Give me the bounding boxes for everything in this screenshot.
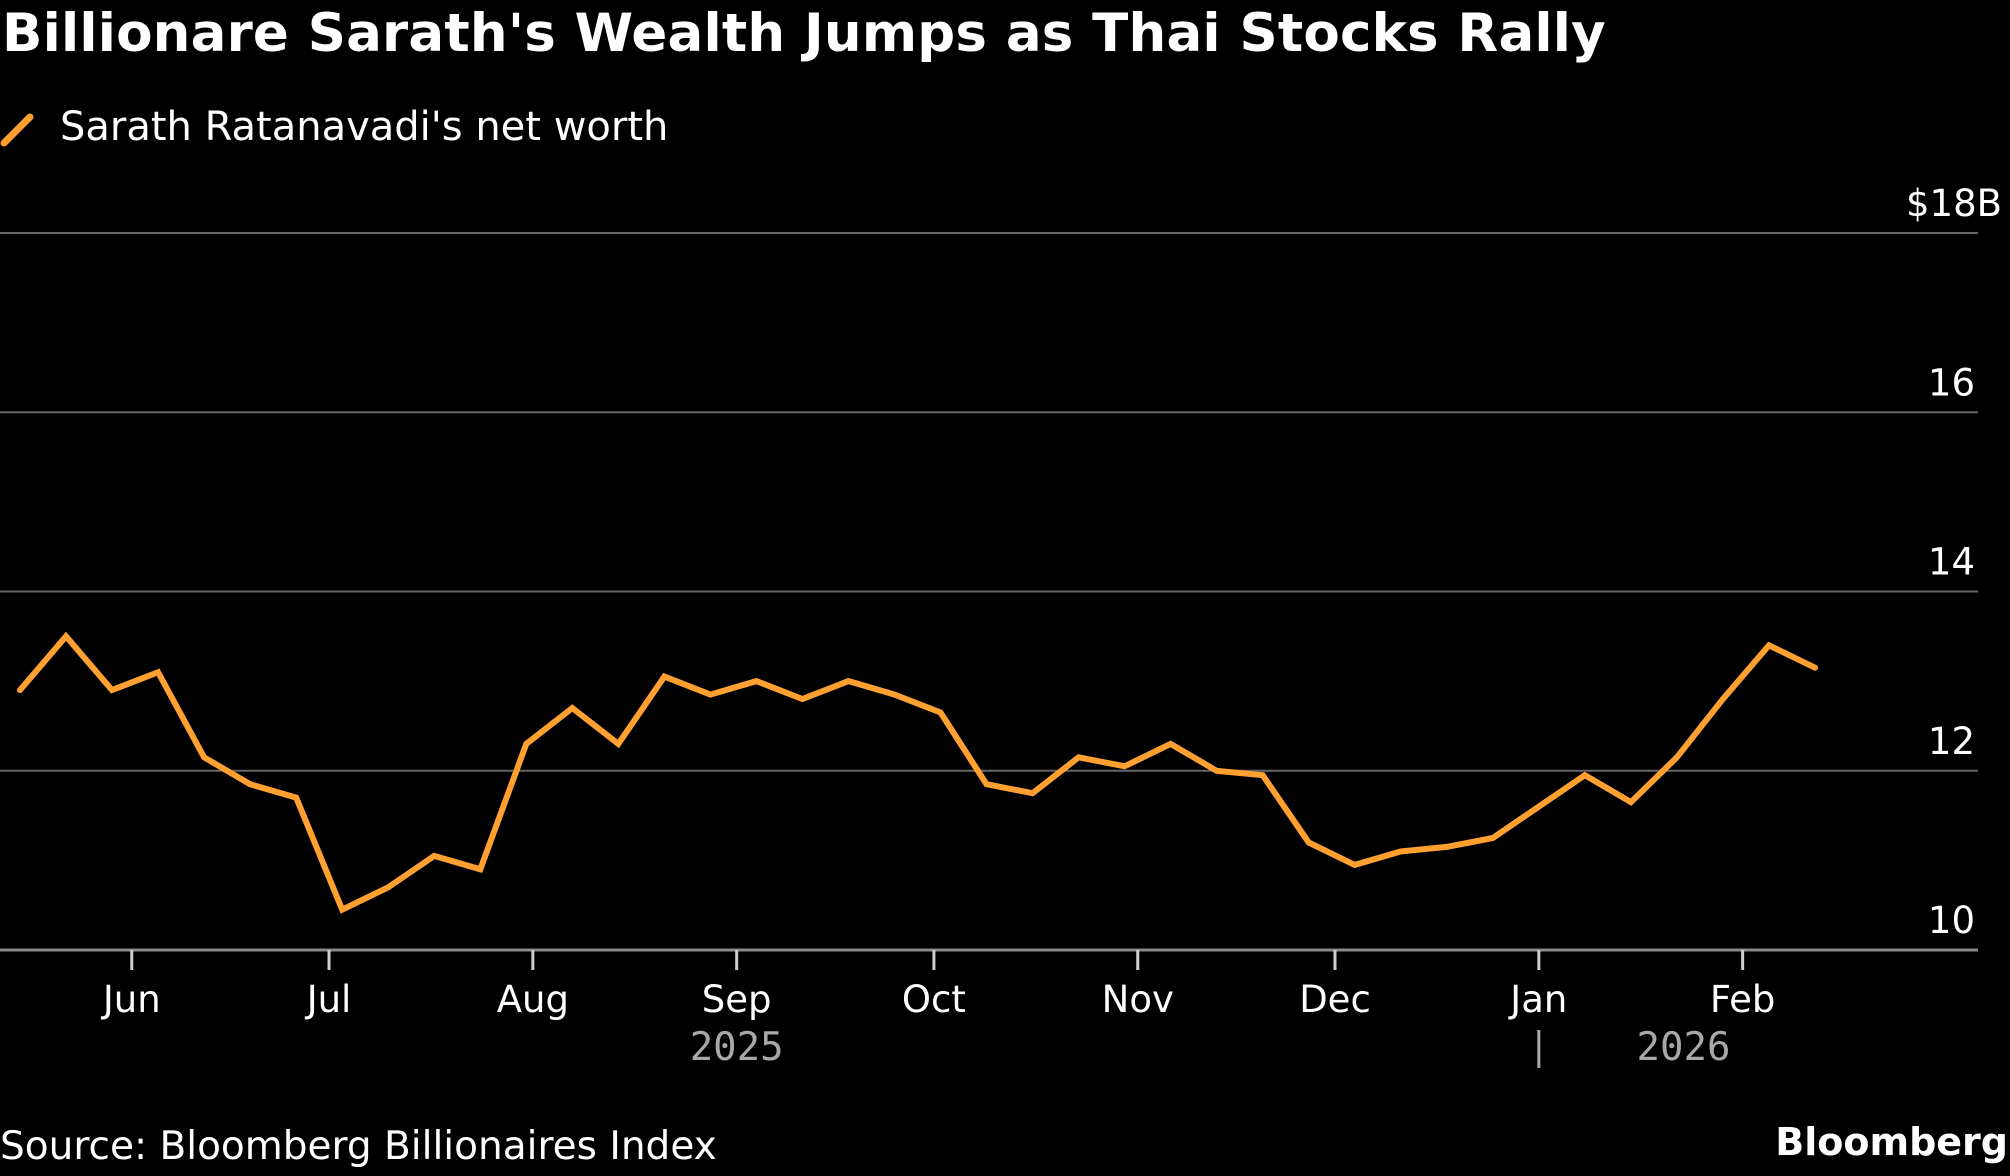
legend-label: Sarath Ratanavadi's net worth xyxy=(60,104,669,150)
legend: Sarath Ratanavadi's net worth xyxy=(0,100,668,154)
x-tick-label: Aug xyxy=(497,978,569,1021)
y-tick-label: 16 xyxy=(1928,361,1975,404)
x-tick-label: Jun xyxy=(101,978,161,1021)
y-tick-label: 10 xyxy=(1928,899,1975,942)
y-axis-tick-labels: $18B 16 14 12 10 xyxy=(1906,182,2002,942)
x-tick-label: Nov xyxy=(1102,978,1174,1021)
x-axis: Jun Jul Aug Sep Oct Nov Dec Jan Feb 2025 2026 xyxy=(101,950,1776,1070)
legend-line-icon xyxy=(0,113,34,147)
bloomberg-logo: Bloomberg xyxy=(1775,1120,2008,1164)
x-tick-label: Oct xyxy=(902,978,966,1021)
series-line-net-worth xyxy=(17,631,1818,914)
year-label: 2025 xyxy=(690,1025,784,1070)
y-tick-label: 14 xyxy=(1928,541,1975,584)
x-tick-label: Dec xyxy=(1299,978,1371,1021)
x-tick-label: Sep xyxy=(702,978,772,1021)
y-tick-label: 12 xyxy=(1928,720,1975,763)
gridlines xyxy=(0,232,1978,952)
y-tick-label: $18B xyxy=(1906,182,2002,225)
series-layer xyxy=(17,631,1818,914)
x-tick-label: Jul xyxy=(305,978,352,1021)
x-tick-label: Jan xyxy=(1508,978,1567,1021)
year-label: 2026 xyxy=(1637,1025,1731,1070)
x-tick-label: Feb xyxy=(1710,978,1776,1021)
chart-title: Billionare Sarath's Wealth Jumps as Thai… xyxy=(2,3,1606,64)
source-note: Source: Bloomberg Billionaires Index xyxy=(0,1124,717,1169)
